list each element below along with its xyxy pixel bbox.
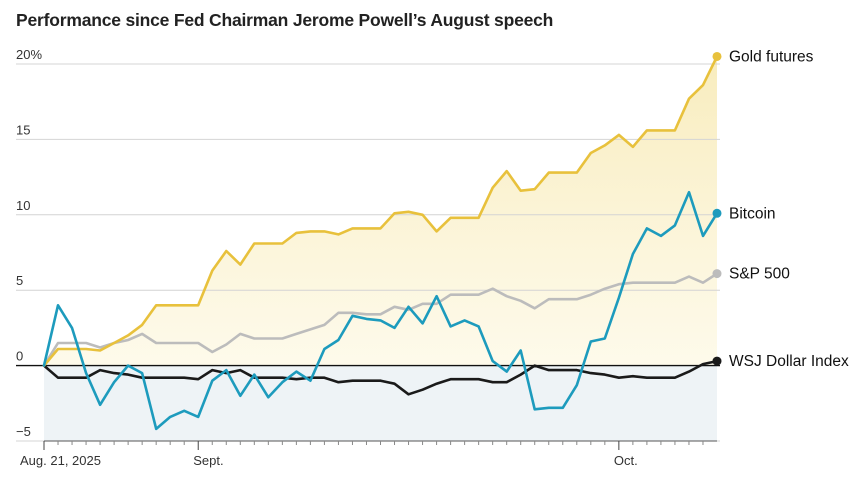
y-tick-label: 10 <box>16 198 30 213</box>
gold-futures-label: Gold futures <box>729 48 814 65</box>
s-p-500-line <box>42 272 719 367</box>
gold-futures-end-marker <box>712 51 722 61</box>
bitcoin-end-marker <box>712 208 722 218</box>
bitcoin-line <box>42 190 719 431</box>
y-tick-label: 0 <box>16 349 23 364</box>
x-tick-label: Aug. 21, 2025 <box>20 453 101 468</box>
y-tick-label: −5 <box>16 424 31 439</box>
chart-title: Performance since Fed Chairman Jerome Po… <box>16 10 554 30</box>
s-p-500-label: S&P 500 <box>729 266 790 283</box>
bitcoin-label: Bitcoin <box>729 205 776 222</box>
x-tick-label: Sept. <box>193 453 223 468</box>
wsj-dollar-index-label: WSJ Dollar Index <box>729 353 849 370</box>
y-tick-label: 20% <box>16 47 42 62</box>
gold-futures-line <box>42 55 719 367</box>
x-tick-label: Oct. <box>614 453 638 468</box>
wsj-dollar-index-line <box>42 359 719 396</box>
s-p-500-end-marker <box>712 269 722 279</box>
gold-area-fill <box>44 56 717 366</box>
y-tick-label: 15 <box>16 122 30 137</box>
wsj-dollar-index-end-marker <box>712 356 722 366</box>
y-tick-label: 5 <box>16 273 23 288</box>
